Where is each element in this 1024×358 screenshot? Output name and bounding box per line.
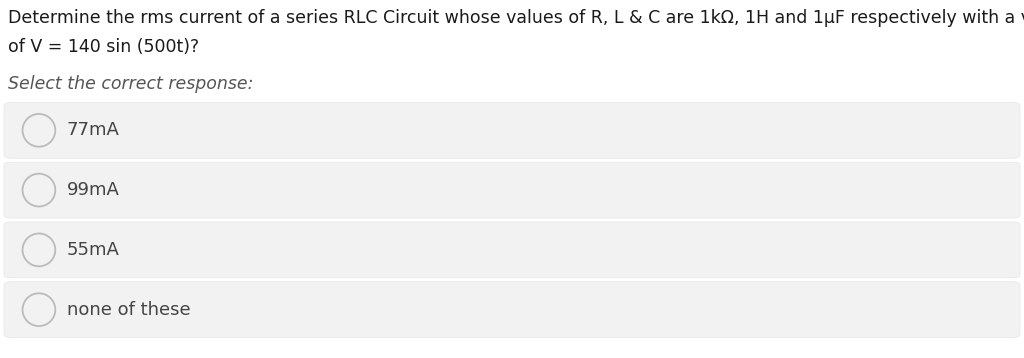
Text: of V = 140 sin (500t)?: of V = 140 sin (500t)?: [8, 38, 200, 55]
Text: 99mA: 99mA: [67, 181, 120, 199]
FancyBboxPatch shape: [4, 222, 1020, 278]
FancyBboxPatch shape: [4, 282, 1020, 338]
Text: Select the correct response:: Select the correct response:: [8, 75, 254, 93]
FancyBboxPatch shape: [4, 162, 1020, 218]
Text: 77mA: 77mA: [67, 121, 120, 139]
Text: Determine the rms current of a series RLC Circuit whose values of R, L & C are 1: Determine the rms current of a series RL…: [8, 9, 1024, 27]
Text: none of these: none of these: [67, 301, 190, 319]
FancyBboxPatch shape: [4, 102, 1020, 158]
Text: 55mA: 55mA: [67, 241, 120, 259]
